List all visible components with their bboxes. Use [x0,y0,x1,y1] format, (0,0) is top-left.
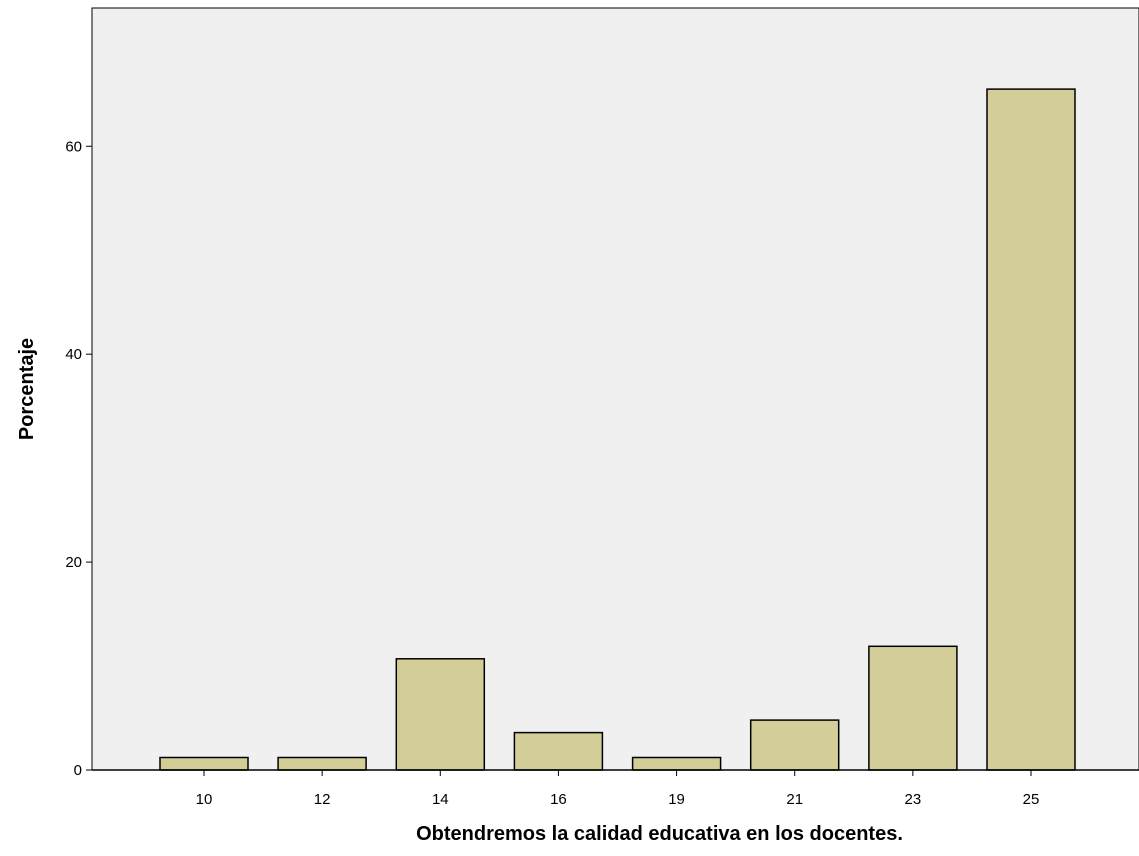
y-axis-title: Porcentaje [16,338,38,440]
bar-21 [749,719,840,771]
bars-group [159,88,1076,771]
x-tick-label-23: 23 [905,791,922,808]
x-tick-label-14: 14 [432,791,449,808]
x-tick-label-19: 19 [668,791,685,808]
y-tick-label-60: 60 [65,138,82,155]
bar-25 [986,88,1076,771]
bar-23 [868,645,958,771]
y-tick-label-40: 40 [65,346,82,363]
x-tick-label-25: 25 [1023,791,1040,808]
bar-12 [277,756,367,771]
bar-14 [395,658,486,771]
bar-10 [159,756,249,771]
x-tick-label-12: 12 [314,791,331,808]
y-axis: 0 20 40 60 [65,138,92,779]
bar-16 [513,731,604,771]
x-axis: 10 12 14 16 19 21 23 25 [92,769,1139,808]
x-axis-title: Obtendremos la calidad educativa en los … [416,823,903,845]
y-tick-label-20: 20 [65,554,82,571]
plot-area [91,7,1139,771]
x-tick-label-10: 10 [196,791,213,808]
x-tick-label-21: 21 [786,791,803,808]
x-tick-label-16: 16 [550,791,567,808]
y-tick-label-0: 0 [74,762,82,779]
bar-19 [631,756,722,771]
